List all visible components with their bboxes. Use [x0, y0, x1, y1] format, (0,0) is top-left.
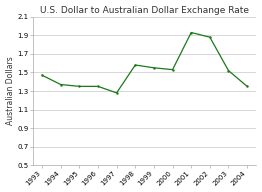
Title: U.S. Dollar to Australian Dollar Exchange Rate: U.S. Dollar to Australian Dollar Exchang… [40, 6, 249, 15]
Y-axis label: Australian Dollars: Australian Dollars [6, 57, 15, 125]
